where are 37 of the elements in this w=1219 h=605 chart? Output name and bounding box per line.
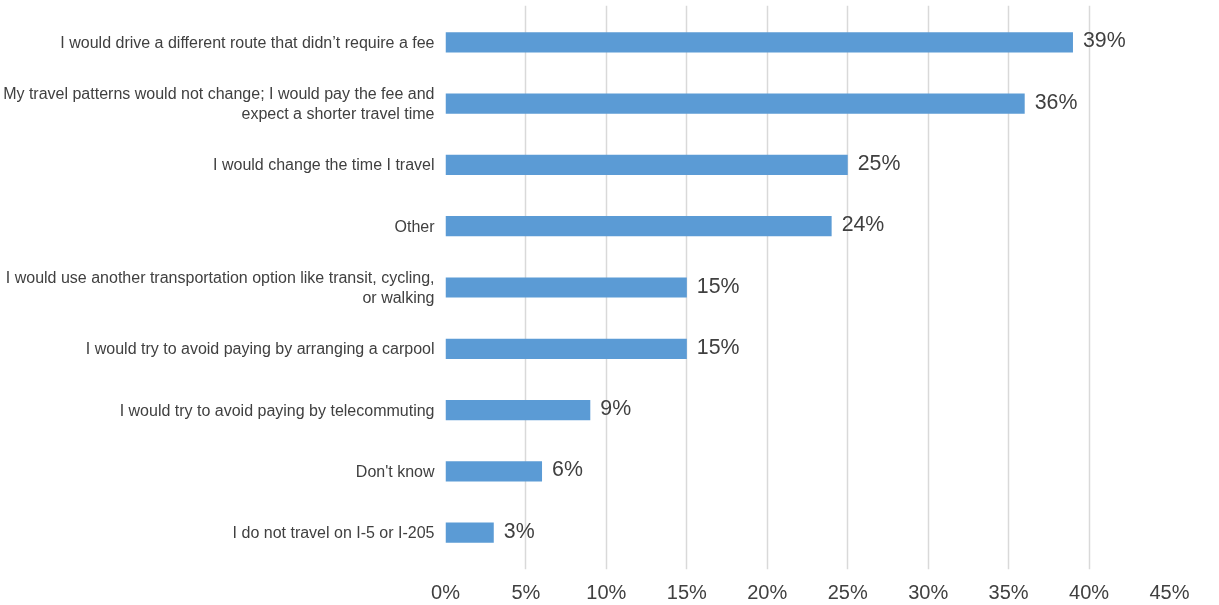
x-tick-label: 45% (1149, 580, 1190, 603)
x-tick-label: 40% (1069, 580, 1110, 603)
bar (445, 216, 832, 237)
bar (445, 399, 591, 421)
x-tick-label: 10% (586, 580, 627, 603)
y-tick-label: I would drive a different route that didn’t require a fee (60, 33, 435, 51)
y-tick-label: I do not travel on I-5 or I-205 (232, 524, 435, 542)
x-tick-label: 5% (511, 580, 541, 603)
x-tick-label: 25% (827, 580, 868, 603)
data-label: 3% (503, 518, 535, 543)
x-tick-label: 20% (747, 580, 788, 603)
bar (445, 93, 1025, 114)
data-label: 24% (841, 212, 885, 237)
bar (445, 32, 1073, 53)
data-label: 39% (1082, 28, 1126, 53)
y-tick-label: I would use another transportation option like transit, cycling, or walking (5, 268, 435, 307)
bar (445, 277, 687, 298)
x-tick-label: 35% (988, 580, 1029, 603)
data-label: 25% (857, 150, 901, 175)
y-tick-label: I would try to avoid paying by telecommuting (119, 401, 435, 419)
data-label: 6% (552, 457, 583, 482)
bar (445, 522, 494, 543)
x-tick-label: 30% (908, 580, 949, 603)
y-tick-label: I would try to avoid paying by arranging a carpool (85, 340, 435, 358)
data-label: 15% (696, 273, 740, 298)
data-label: 15% (696, 334, 740, 359)
x-tick-label: 0% (431, 580, 461, 603)
bar (445, 461, 543, 482)
data-label: 36% (1034, 89, 1078, 114)
y-tick-label: My travel patterns would not change; I would pay the fee and expect a shorter travel time (3, 84, 435, 123)
x-tick-label: 15% (666, 580, 708, 603)
y-tick-label: Other (394, 217, 436, 235)
y-tick-label: Don't know (355, 462, 435, 480)
data-label: 9% (600, 396, 632, 421)
bar (445, 154, 848, 176)
y-tick-label: I would change the time I travel (213, 156, 435, 174)
bar (445, 338, 687, 359)
